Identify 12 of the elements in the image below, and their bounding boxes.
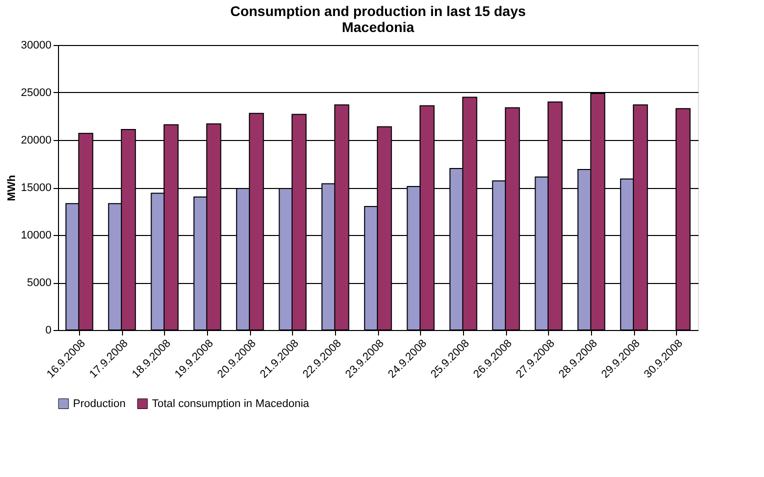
legend-label: Total consumption in Macedonia — [152, 398, 310, 410]
y-tick-label: 25000 — [20, 87, 52, 99]
y-tick-label: 15000 — [20, 182, 52, 194]
y-tick-label: 5000 — [27, 277, 52, 289]
y-tick-label: 10000 — [20, 230, 52, 242]
chart-subtitle: Macedonia — [342, 19, 414, 35]
y-tick-label: 30000 — [20, 40, 52, 52]
legend-label: Production — [73, 398, 126, 410]
y-tick-label: 20000 — [20, 134, 52, 146]
y-tick-label: 0 — [45, 324, 52, 336]
y-axis-title: MWh — [6, 174, 18, 202]
chart-title: Consumption and production in last 15 days — [230, 3, 526, 19]
